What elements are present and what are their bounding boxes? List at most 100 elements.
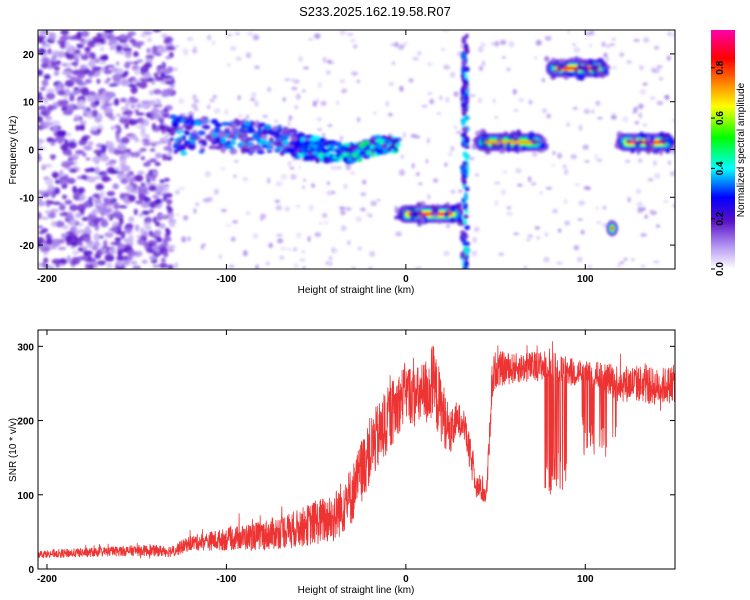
noise-blob [154, 76, 163, 82]
band-halo-blob [552, 68, 560, 75]
noise-blob [245, 52, 252, 59]
noise-blob [193, 208, 197, 214]
noise-blob [412, 56, 419, 61]
noise-blob [50, 120, 61, 126]
branch-blob [203, 124, 211, 130]
noise-blob [449, 71, 456, 78]
noise-blob [284, 206, 291, 212]
branch-blob [241, 147, 251, 152]
noise-blob [534, 226, 541, 230]
branch-blob [171, 126, 180, 132]
noise-blob [220, 208, 227, 213]
noise-blob [57, 246, 67, 251]
noise-blob [38, 111, 42, 117]
noise-blob [108, 227, 118, 232]
noise-blob [650, 96, 656, 100]
snr-y-axis-label: SNR (10 * v/v) [8, 418, 19, 482]
band-halo-blob [437, 218, 443, 225]
band-halo-blob [596, 70, 604, 78]
noise-blob [69, 94, 75, 102]
noise-blob [450, 189, 456, 194]
noise-blob [436, 112, 442, 115]
noise-blob [38, 138, 43, 143]
branch-blob [280, 135, 290, 141]
noise-blob [147, 37, 152, 43]
branch-blob [313, 140, 321, 147]
noise-blob [96, 260, 107, 266]
branch-blob [183, 116, 188, 121]
noise-blob [69, 204, 79, 212]
noise-blob [59, 40, 66, 48]
noise-blob [609, 43, 616, 46]
noise-blob [135, 200, 143, 205]
band-halo-blob [394, 207, 400, 214]
branch-blob [257, 122, 267, 128]
band-A [393, 201, 465, 227]
noise-blob [166, 198, 173, 205]
noise-blob [566, 122, 570, 127]
noise-blob [155, 98, 161, 103]
branch-blob [368, 139, 374, 146]
noise-blob [193, 99, 200, 103]
noise-blob [290, 173, 297, 180]
branch-blob [230, 146, 235, 151]
noise-blob [118, 205, 128, 209]
noise-blob [591, 109, 595, 114]
y-tick-label: 20 [23, 50, 35, 61]
noise-blob [47, 185, 55, 192]
colorbar-label: Normalized spectral amplitude [736, 82, 747, 217]
noise-blob [128, 216, 135, 223]
noise-blob [556, 261, 563, 265]
noise-blob [411, 162, 415, 169]
noise-blob [500, 39, 507, 46]
branch-blob [249, 147, 255, 153]
noise-blob [472, 237, 477, 244]
noise-blob [594, 153, 598, 160]
noise-blob [122, 260, 131, 266]
noise-blob [141, 259, 148, 264]
noise-blob [360, 192, 367, 197]
noise-blob [644, 214, 648, 219]
noise-blob [66, 61, 71, 70]
noise-blob [162, 75, 172, 79]
branch-blob [198, 139, 207, 144]
noise-blob [566, 30, 571, 35]
noise-blob [213, 188, 219, 195]
band-halo-blob [646, 135, 651, 142]
noise-blob [152, 264, 161, 268]
noise-blob [653, 45, 660, 50]
noise-blob [265, 261, 270, 266]
noise-blob [403, 40, 408, 46]
noise-blob [343, 183, 348, 190]
noise-blob [391, 61, 396, 66]
noise-blob [357, 246, 362, 251]
noise-blob [56, 130, 66, 137]
stripe-blob [460, 230, 466, 235]
noise-blob [127, 83, 136, 87]
noise-blob [53, 65, 60, 71]
noise-blob [631, 258, 635, 262]
noise-blob [362, 179, 367, 185]
noise-blob [76, 43, 84, 49]
branch-blob [191, 129, 198, 134]
noise-blob [93, 240, 100, 249]
noise-blob [633, 39, 640, 42]
noise-blob [164, 80, 174, 85]
noise-blob [41, 193, 50, 198]
noise-blob [61, 194, 68, 200]
noise-blob [41, 79, 49, 87]
noise-blob [544, 36, 552, 40]
noise-blob [224, 109, 229, 116]
noise-blob [87, 242, 94, 249]
noise-blob [671, 119, 675, 122]
noise-blob [80, 106, 89, 110]
x-tick-label: 0 [403, 274, 409, 285]
noise-blob [578, 124, 583, 131]
stripe-blob [464, 115, 470, 121]
branch-blob [214, 127, 220, 132]
x-tick-label: 0 [403, 574, 409, 585]
noise-blob [345, 207, 352, 211]
noise-blob [43, 74, 51, 80]
branch-blob [177, 126, 184, 131]
noise-blob [276, 238, 284, 244]
